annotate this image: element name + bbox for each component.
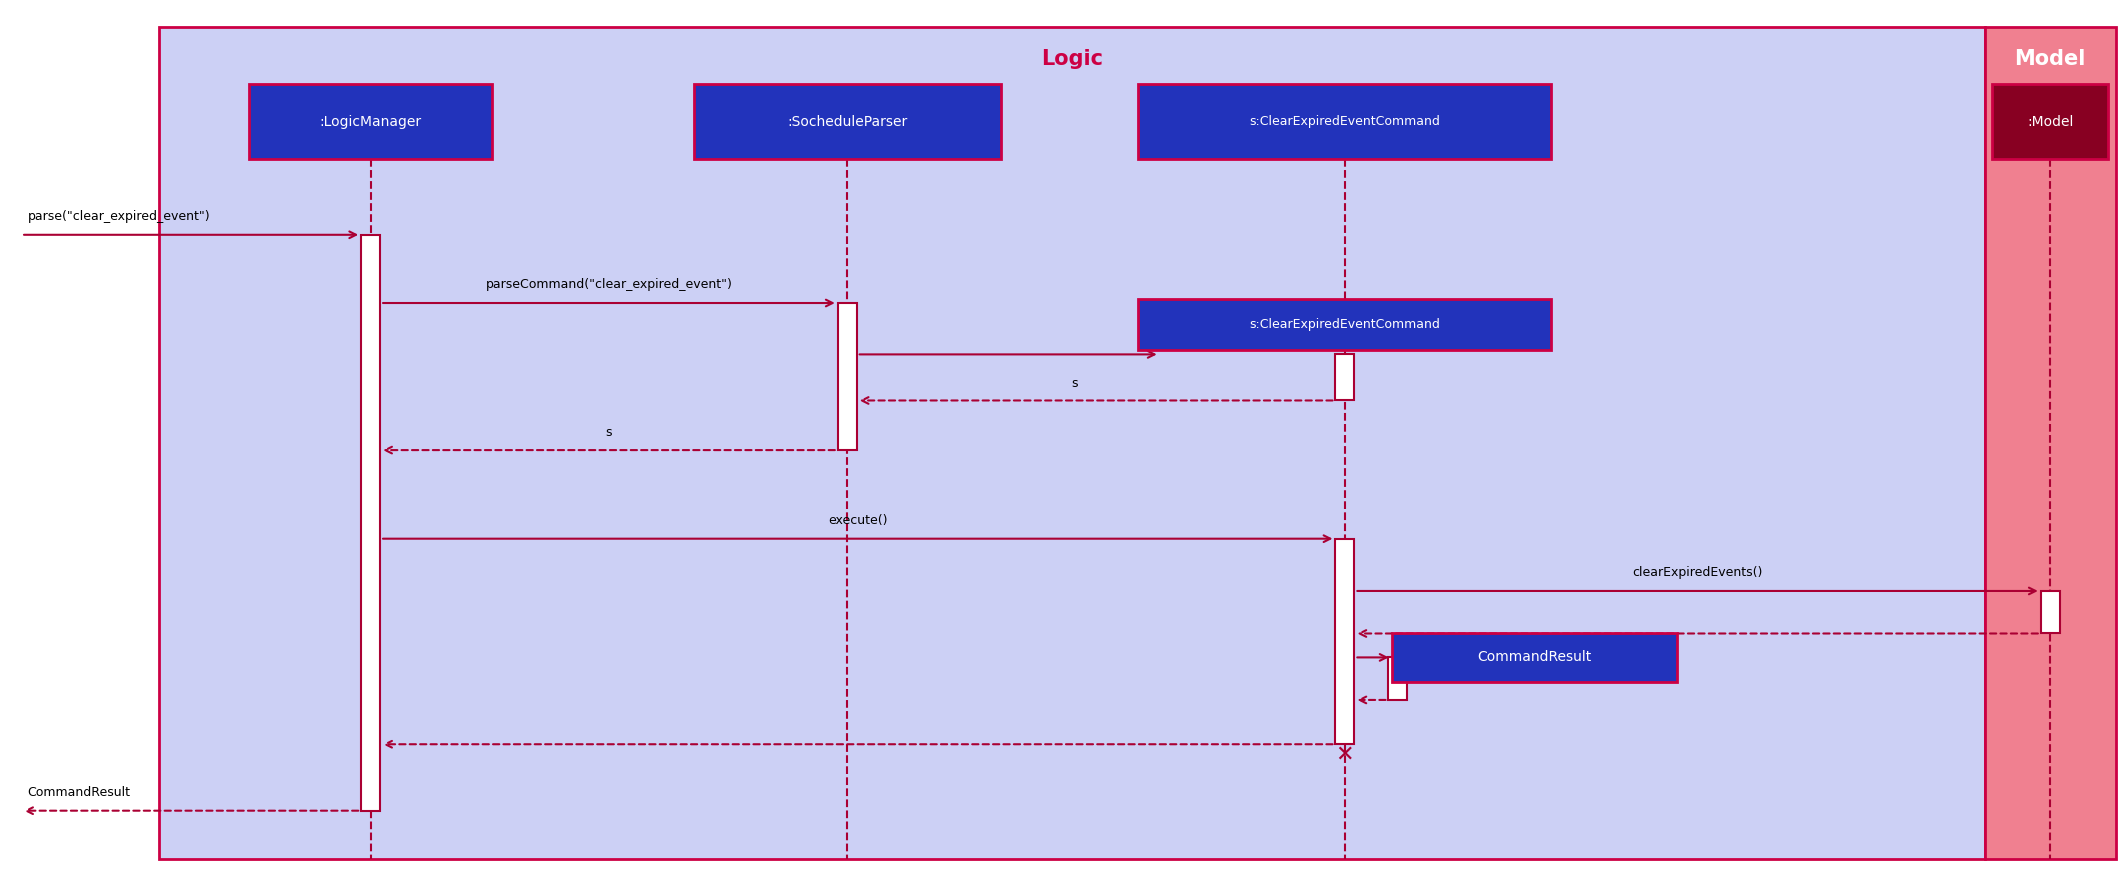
- Text: :Model: :Model: [2027, 115, 2074, 128]
- Bar: [1389, 657, 1408, 700]
- Text: s:ClearExpiredEventCommand: s:ClearExpiredEventCommand: [1250, 318, 1440, 330]
- Bar: [1139, 299, 1550, 350]
- Text: CommandResult: CommandResult: [28, 786, 131, 799]
- Bar: [2042, 591, 2061, 633]
- Bar: [1336, 354, 1356, 400]
- Text: ✕: ✕: [1336, 745, 1353, 765]
- Text: execute(): execute(): [828, 514, 887, 527]
- Text: parseCommand("clear_expired_event"): parseCommand("clear_expired_event"): [485, 278, 733, 291]
- Text: Logic: Logic: [1040, 49, 1103, 69]
- Text: :SocheduleParser: :SocheduleParser: [788, 115, 907, 128]
- Text: s: s: [1072, 377, 1078, 390]
- Bar: [1392, 633, 1677, 682]
- Bar: [839, 303, 856, 450]
- Bar: [1336, 539, 1356, 744]
- Text: s:ClearExpiredEventCommand: s:ClearExpiredEventCommand: [1250, 115, 1440, 128]
- Bar: [1993, 84, 2110, 159]
- Bar: [695, 84, 1002, 159]
- Bar: [250, 84, 491, 159]
- Text: parse("clear_expired_event"): parse("clear_expired_event"): [28, 210, 210, 223]
- Text: :LogicManager: :LogicManager: [320, 115, 421, 128]
- Bar: [360, 235, 381, 811]
- Bar: [1139, 84, 1550, 159]
- Text: s: s: [606, 426, 612, 439]
- Text: clearExpiredEvents(): clearExpiredEvents(): [1633, 566, 1762, 579]
- Text: CommandResult: CommandResult: [1478, 650, 1591, 664]
- Text: Model: Model: [2014, 49, 2086, 69]
- Bar: [159, 27, 1985, 859]
- Bar: [1985, 27, 2116, 859]
